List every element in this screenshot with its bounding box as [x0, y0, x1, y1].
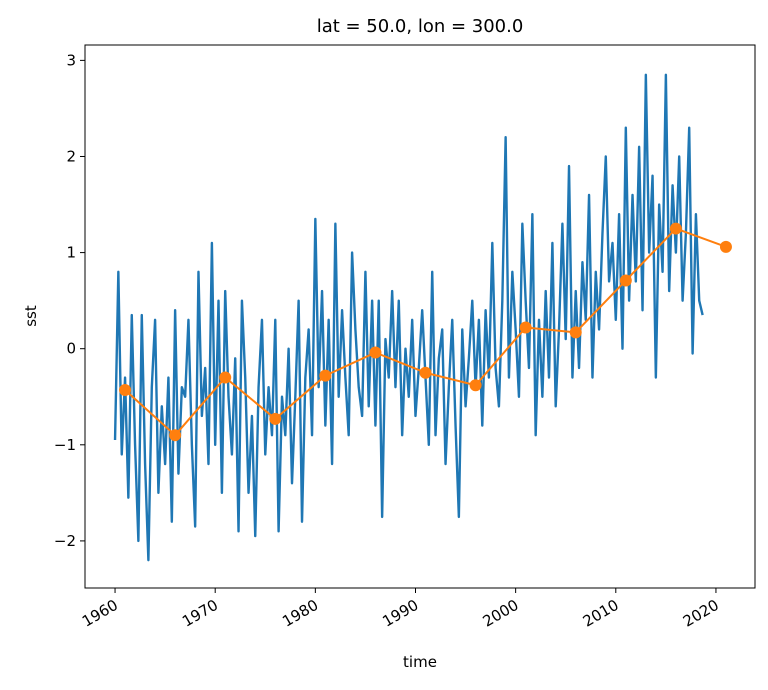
x-tick-label: 1980 [279, 596, 321, 631]
x-tick-label: 2000 [480, 596, 522, 631]
chart-title: lat = 50.0, lon = 300.0 [317, 16, 524, 37]
point-marker [319, 369, 332, 382]
x-tick-label: 1960 [79, 596, 121, 631]
point-marker [219, 371, 232, 384]
x-tick-label: 1990 [379, 596, 421, 631]
point-marker [369, 346, 382, 359]
series-line [113, 73, 704, 562]
plot-frame [84, 44, 756, 589]
point-marker [569, 326, 582, 339]
y-tick-label: 2 [66, 147, 76, 165]
y-tick-label: 1 [66, 244, 76, 262]
y-axis-label: sst [22, 305, 40, 327]
point-marker [269, 412, 282, 425]
point-marker [169, 429, 182, 442]
x-tick-label: 1970 [179, 596, 221, 631]
point-marker [119, 384, 132, 397]
point-marker [519, 321, 532, 334]
point-marker [469, 379, 482, 392]
y-tick-label: −1 [54, 436, 76, 454]
point-marker [719, 240, 732, 253]
y-tick-label: −2 [54, 532, 76, 550]
x-tick-label: 2020 [680, 596, 722, 631]
point-marker [669, 222, 682, 235]
y-tick-label: 3 [66, 51, 76, 69]
point-marker [619, 274, 632, 287]
point-marker [419, 366, 432, 379]
y-tick-label: 0 [66, 340, 76, 358]
x-axis-label: time [403, 653, 437, 671]
x-tick-label: 2010 [580, 596, 622, 631]
